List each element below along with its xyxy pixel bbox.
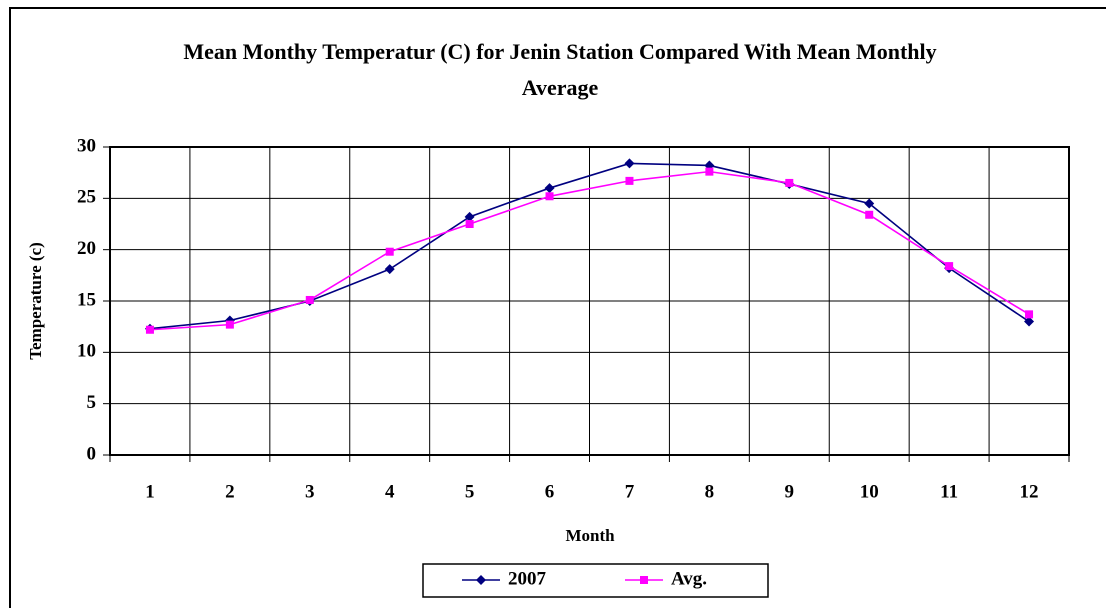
chart-frame	[9, 7, 1106, 608]
data-point	[864, 198, 875, 209]
x-tick-label: 9	[785, 481, 795, 502]
x-tick-label: 2	[225, 481, 235, 502]
data-point	[545, 192, 554, 201]
data-point	[705, 167, 714, 176]
plot-area	[109, 146, 1070, 456]
x-tick-label: 11	[940, 481, 958, 502]
data-point	[1024, 316, 1035, 327]
data-point	[544, 183, 555, 194]
data-point	[225, 320, 234, 329]
data-point	[385, 247, 394, 256]
series-line	[149, 170, 1030, 331]
legend-marker	[640, 576, 648, 584]
x-tick-label: 4	[385, 481, 395, 502]
x-tick-label: 5	[465, 481, 475, 502]
data-point	[464, 211, 475, 222]
data-point	[865, 210, 874, 219]
x-tick-label: 12	[1020, 481, 1039, 502]
data-point	[1025, 310, 1034, 319]
data-point	[384, 264, 395, 275]
legend-marker	[476, 575, 486, 585]
y-tick-label: 20	[77, 238, 96, 259]
legend-box	[422, 563, 769, 598]
y-tick-label: 10	[77, 341, 96, 362]
x-tick-label: 3	[305, 481, 315, 502]
chart-title: Mean Monthy Temperatur (C) for Jenin Sta…	[183, 39, 937, 100]
x-tick-label: 8	[705, 481, 715, 502]
x-tick-label: 6	[545, 481, 555, 502]
legend-label: Avg.	[671, 568, 707, 589]
legend-label: 2007	[508, 568, 547, 589]
y-axis-label: Temperature (c)	[26, 242, 45, 360]
y-tick-label: 5	[87, 392, 97, 413]
data-point	[465, 220, 474, 228]
x-axis-label: Month	[565, 526, 615, 545]
y-tick-label: 25	[77, 187, 96, 208]
data-point	[625, 176, 634, 185]
data-point	[945, 262, 954, 271]
x-tick-label: 7	[625, 481, 635, 502]
y-tick-label: 0	[87, 443, 97, 464]
data-point	[785, 178, 794, 187]
data-point	[145, 325, 154, 334]
y-tick-label: 15	[77, 289, 96, 310]
data-point	[305, 295, 314, 304]
y-tick-label: 30	[77, 135, 96, 156]
data-point	[624, 158, 635, 169]
x-tick-label: 10	[860, 481, 879, 502]
x-tick-label: 1	[145, 481, 155, 502]
